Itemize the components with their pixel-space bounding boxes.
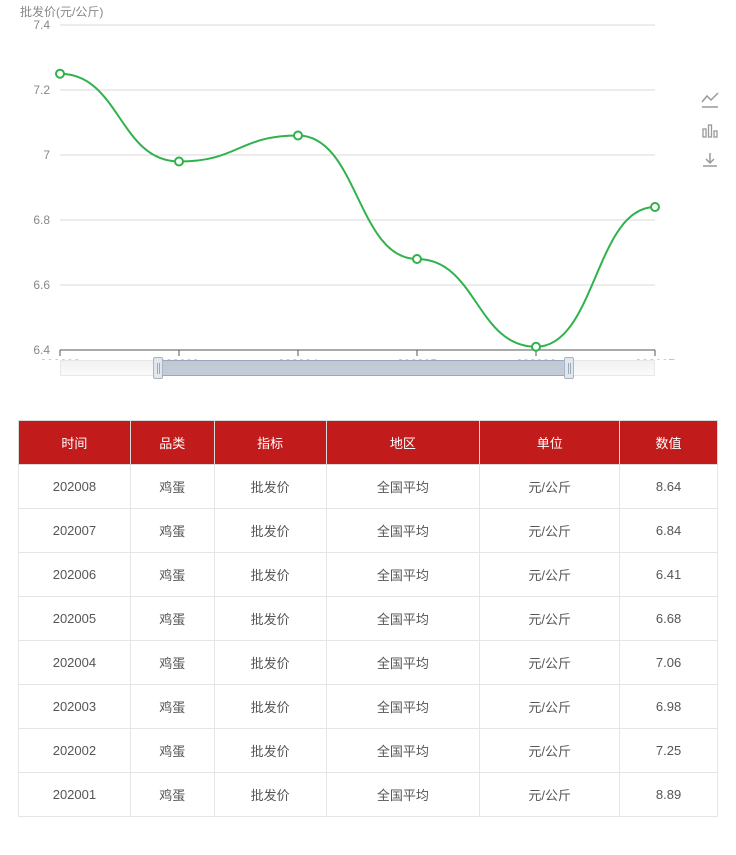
table-cell: 批发价: [214, 773, 326, 817]
table-row: 202002鸡蛋批发价全国平均元/公斤7.25: [19, 729, 718, 773]
table-row: 202007鸡蛋批发价全国平均元/公斤6.84: [19, 509, 718, 553]
table-header: 地区: [326, 421, 480, 465]
table-cell: 元/公斤: [480, 465, 620, 509]
data-point-marker[interactable]: [56, 70, 64, 78]
table-cell: 鸡蛋: [130, 509, 214, 553]
table-cell: 202004: [19, 641, 131, 685]
table-cell: 元/公斤: [480, 773, 620, 817]
table-cell: 7.06: [620, 641, 718, 685]
table-cell: 鸡蛋: [130, 553, 214, 597]
y-tick-label: 7.4: [33, 18, 50, 32]
table-cell: 全国平均: [326, 553, 480, 597]
table-cell: 元/公斤: [480, 509, 620, 553]
y-tick-label: 7.2: [33, 83, 50, 97]
table-header: 时间: [19, 421, 131, 465]
table-cell: 202003: [19, 685, 131, 729]
table-cell: 批发价: [214, 553, 326, 597]
table-header: 指标: [214, 421, 326, 465]
data-point-marker[interactable]: [175, 158, 183, 166]
table-row: 202005鸡蛋批发价全国平均元/公斤6.68: [19, 597, 718, 641]
table-cell: 8.64: [620, 465, 718, 509]
price-series-line: [60, 74, 655, 347]
y-tick-label: 6.4: [33, 343, 50, 357]
y-tick-label: 6.8: [33, 213, 50, 227]
price-table: 时间品类指标地区单位数值202008鸡蛋批发价全国平均元/公斤8.6420200…: [18, 420, 718, 817]
y-tick-label: 7: [43, 148, 50, 162]
table-cell: 批发价: [214, 597, 326, 641]
table-cell: 6.84: [620, 509, 718, 553]
table-cell: 元/公斤: [480, 597, 620, 641]
y-tick-label: 6.6: [33, 278, 50, 292]
data-point-marker[interactable]: [651, 203, 659, 211]
data-point-marker[interactable]: [532, 343, 540, 351]
table-row: 202008鸡蛋批发价全国平均元/公斤8.64: [19, 465, 718, 509]
data-table: 时间品类指标地区单位数值202008鸡蛋批发价全国平均元/公斤8.6420200…: [18, 420, 718, 817]
table-cell: 202005: [19, 597, 131, 641]
chart-toolbar: [700, 90, 720, 170]
bar-chart-icon[interactable]: [700, 120, 720, 140]
table-cell: 元/公斤: [480, 641, 620, 685]
table-cell: 全国平均: [326, 465, 480, 509]
line-chart-icon[interactable]: [700, 90, 720, 110]
table-cell: 202007: [19, 509, 131, 553]
table-cell: 202002: [19, 729, 131, 773]
table-cell: 鸡蛋: [130, 685, 214, 729]
table-cell: 批发价: [214, 465, 326, 509]
table-header: 数值: [620, 421, 718, 465]
table-cell: 全国平均: [326, 597, 480, 641]
slider-handle-right[interactable]: [564, 357, 574, 379]
table-cell: 鸡蛋: [130, 773, 214, 817]
table-cell: 元/公斤: [480, 729, 620, 773]
table-cell: 全国平均: [326, 729, 480, 773]
table-cell: 202001: [19, 773, 131, 817]
table-cell: 202008: [19, 465, 131, 509]
chart-y-axis-title: 批发价(元/公斤): [20, 3, 103, 20]
table-cell: 7.25: [620, 729, 718, 773]
table-cell: 批发价: [214, 641, 326, 685]
table-row: 202001鸡蛋批发价全国平均元/公斤8.89: [19, 773, 718, 817]
table-cell: 鸡蛋: [130, 641, 214, 685]
table-cell: 元/公斤: [480, 685, 620, 729]
table-cell: 全国平均: [326, 773, 480, 817]
table-row: 202003鸡蛋批发价全国平均元/公斤6.98: [19, 685, 718, 729]
slider-handle-left[interactable]: [153, 357, 163, 379]
data-point-marker[interactable]: [294, 132, 302, 140]
table-cell: 批发价: [214, 685, 326, 729]
chart-zoom-slider[interactable]: [60, 358, 655, 378]
chart-svg: 6.46.66.877.27.4202002202003202004202005…: [0, 0, 680, 360]
table-cell: 鸡蛋: [130, 729, 214, 773]
table-row: 202006鸡蛋批发价全国平均元/公斤6.41: [19, 553, 718, 597]
price-chart: 批发价(元/公斤) 6.46.66.877.27.420200220200320…: [0, 0, 680, 370]
slider-selection[interactable]: [158, 360, 569, 376]
table-cell: 6.68: [620, 597, 718, 641]
data-point-marker[interactable]: [413, 255, 421, 263]
table-cell: 批发价: [214, 729, 326, 773]
table-row: 202004鸡蛋批发价全国平均元/公斤7.06: [19, 641, 718, 685]
table-cell: 全国平均: [326, 685, 480, 729]
table-cell: 批发价: [214, 509, 326, 553]
table-cell: 全国平均: [326, 641, 480, 685]
table-cell: 元/公斤: [480, 553, 620, 597]
download-icon[interactable]: [700, 150, 720, 170]
table-cell: 鸡蛋: [130, 465, 214, 509]
table-cell: 全国平均: [326, 509, 480, 553]
table-header: 品类: [130, 421, 214, 465]
table-cell: 鸡蛋: [130, 597, 214, 641]
table-cell: 8.89: [620, 773, 718, 817]
table-header: 单位: [480, 421, 620, 465]
table-cell: 6.98: [620, 685, 718, 729]
table-cell: 202006: [19, 553, 131, 597]
table-cell: 6.41: [620, 553, 718, 597]
